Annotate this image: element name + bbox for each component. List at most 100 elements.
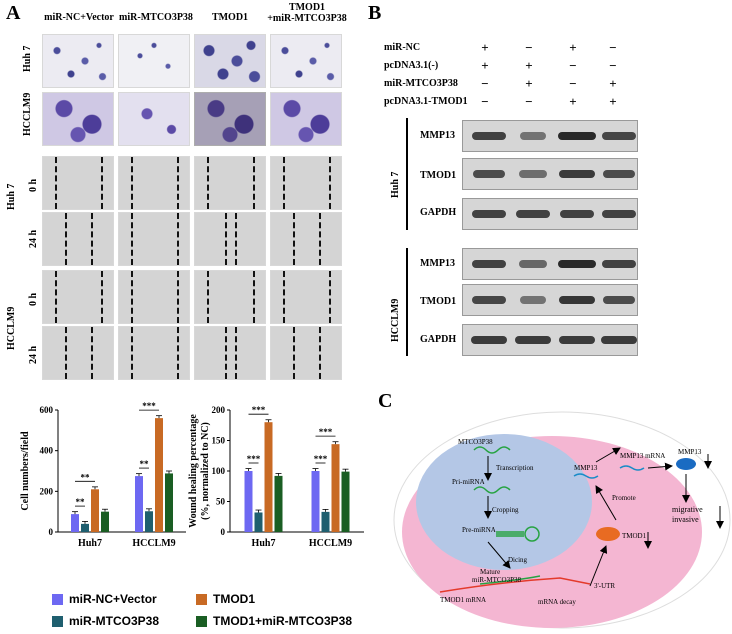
y-tick-label: 400: [40, 446, 54, 456]
protein-band: [559, 336, 595, 344]
protein-band: [602, 132, 636, 140]
pathway-diagram: MTCO3P38 Transcription Pri-miRNA Croppin…: [393, 411, 731, 629]
label-pri-mirna: Pri-miRNA: [452, 478, 485, 486]
bar: [135, 476, 143, 532]
bar: [341, 471, 350, 532]
mtco3p38-gene: [473, 446, 511, 454]
legend-item-4: TMOD1+miR-MTCO3P38: [196, 614, 352, 628]
mmp13-gene: [573, 473, 599, 479]
wound-image: [118, 270, 190, 324]
condition-sign: +: [481, 40, 489, 55]
bar: [244, 471, 253, 532]
wound-image: [194, 326, 266, 380]
protein-band: [602, 170, 636, 178]
y-tick-label: 200: [40, 486, 54, 496]
translation-arrow: [589, 545, 608, 587]
legend-label: TMOD1+miR-MTCO3P38: [213, 614, 353, 628]
promote-arrow: [595, 485, 617, 521]
protein-label-tmod1-huh7: TMOD1: [420, 170, 457, 181]
wound-image: [194, 212, 266, 266]
group-label-huh7-wound: Huh 7: [6, 183, 17, 210]
y-tick-label: 150: [212, 436, 226, 446]
translation-mmp13-arrow: [647, 462, 673, 471]
mmp13-protein-icon: [676, 458, 696, 470]
label-transcription: Transcription: [496, 464, 534, 472]
protein-band: [515, 336, 551, 344]
bar: [264, 422, 273, 532]
column-header-4-line1: TMOD1: [288, 2, 326, 13]
protein-label-mmp13-hcclm9: MMP13: [420, 258, 455, 269]
pre-mirna-stem: [496, 531, 524, 537]
protein-band: [472, 296, 506, 304]
label-dicing: Dicing: [508, 556, 528, 564]
mmp13-arrow: [595, 447, 621, 463]
legend-label: miR-NC+Vector: [69, 592, 157, 606]
x-tick-label: HCCLM9: [309, 538, 352, 549]
y-tick-label: 200: [212, 405, 226, 415]
wound-image: [42, 270, 114, 324]
label-tmod1-mrna: TMOD1 mRNA: [440, 596, 486, 604]
legend-swatch: [196, 615, 207, 627]
label-mature: Mature: [480, 568, 500, 576]
protein-band: [601, 336, 637, 344]
transwell-image: [42, 34, 114, 88]
label-invasive: invasive: [672, 515, 699, 524]
mmp13-mrna-strand: [619, 465, 645, 471]
cell-line-label-hcclm9: HCCLM9: [390, 298, 401, 342]
protein-band: [518, 260, 548, 268]
protein-band: [602, 296, 636, 304]
tmod1-mrna-strand: [439, 577, 591, 593]
x-tick-label: Huh7: [252, 538, 276, 549]
condition-sign: −: [609, 58, 617, 73]
column-header-4-line2: +miR-MTCO3P38: [267, 13, 347, 24]
condition-sign: −: [569, 76, 577, 91]
legend-item-2: TMOD1: [196, 592, 255, 606]
significance-label: **: [81, 472, 91, 482]
protein-band: [515, 210, 551, 218]
transwell-image: [118, 92, 190, 146]
protein-band: [601, 210, 637, 218]
wound-image: [270, 212, 342, 266]
wound-healing-chart: 0 50 100 150 200 Huh7 *** *** HCCLM9 *** *** Wound …: [188, 405, 364, 549]
y-tick-label: 100: [212, 466, 226, 476]
y-tick-label: 0: [49, 527, 54, 537]
significance-label: ***: [314, 454, 328, 464]
protein-band: [471, 260, 507, 268]
y-axis-label: (%, normalized to NC): [200, 422, 211, 520]
legend-label: TMOD1: [213, 592, 255, 606]
transwell-image: [270, 34, 342, 88]
protein-band: [558, 260, 596, 268]
y-tick-label: 50: [216, 497, 226, 507]
legend-swatch: [52, 615, 63, 627]
bracket-hcclm9: [406, 248, 408, 356]
pri-mirna-strand: [473, 486, 511, 494]
bar: [331, 444, 340, 532]
wound-image: [270, 156, 342, 210]
x-tick-label: HCCLM9: [132, 538, 175, 549]
bar: [145, 511, 153, 532]
protein-band: [559, 210, 595, 218]
condition-sign: −: [525, 40, 533, 55]
bar: [81, 523, 89, 532]
wound-image: [118, 156, 190, 210]
bar: [254, 512, 263, 532]
label-promote: Promote: [612, 494, 636, 502]
bar: [274, 475, 283, 532]
column-header-2: miR-MTCO3P38: [119, 12, 193, 23]
condition-sign: +: [481, 58, 489, 73]
wound-image: [270, 270, 342, 324]
y-axis-label: Wound healing percentage: [188, 414, 199, 528]
legend-swatch: [52, 593, 63, 605]
significance-label: **: [140, 459, 150, 469]
condition-sign: −: [525, 94, 533, 109]
protein-label-mmp13-huh7: MMP13: [420, 130, 455, 141]
protein-band: [519, 132, 547, 140]
time-label-24h-2: 24 h: [28, 345, 39, 364]
label-mmp13-protein: MMP13: [678, 448, 702, 456]
label-mtco3p38: MTCO3P38: [458, 438, 493, 446]
wound-image: [194, 270, 266, 324]
dicing-arrow: [487, 541, 511, 569]
panel-b-letter: B: [368, 2, 382, 24]
wound-image: [194, 156, 266, 210]
